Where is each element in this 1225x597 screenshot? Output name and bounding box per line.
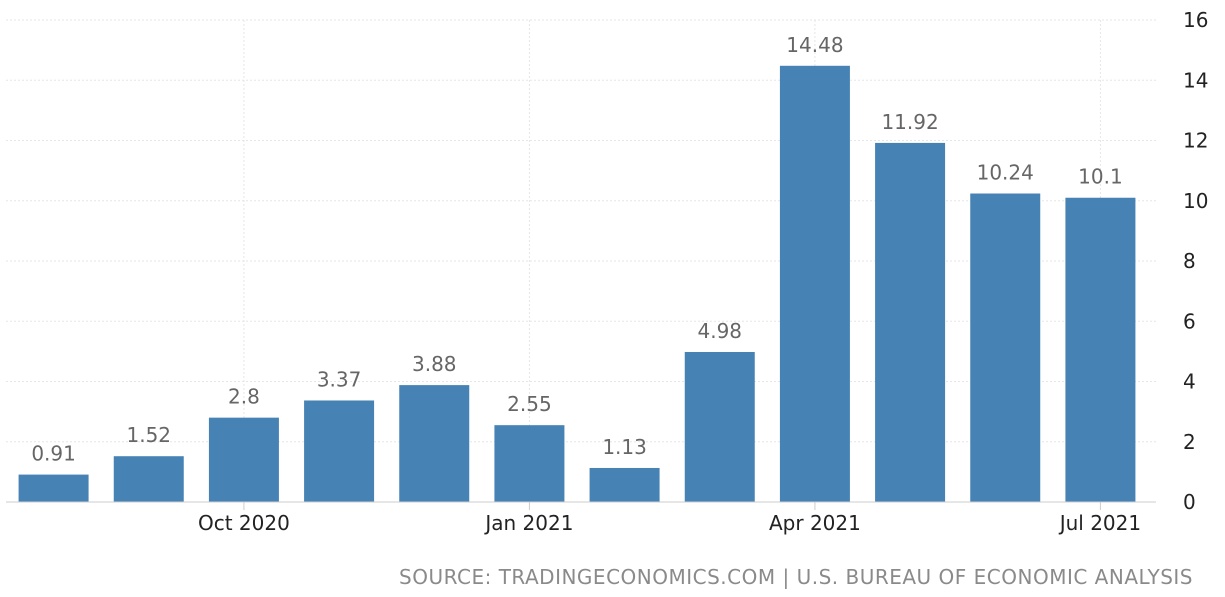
bar — [113, 456, 184, 502]
bar — [304, 400, 375, 502]
data-label: 4.98 — [697, 319, 742, 343]
x-tick-label: Apr 2021 — [769, 511, 861, 535]
data-label: 1.13 — [602, 435, 647, 459]
y-tick-label: 14 — [1183, 68, 1208, 92]
bar — [1065, 197, 1136, 503]
y-tick-label: 6 — [1183, 309, 1196, 333]
data-label: 1.52 — [126, 423, 171, 447]
bar — [494, 425, 565, 502]
y-axis-ticks: 0 2 4 6 8 10 12 14 16 — [1183, 8, 1208, 514]
data-labels: 0.91 1.52 2.8 3.37 3.88 2.55 1.13 4.98 14.48 11.9… — [31, 33, 1122, 466]
bar — [589, 467, 660, 502]
y-tick-label: 12 — [1183, 129, 1208, 153]
y-tick-label: 2 — [1183, 430, 1196, 454]
y-tick-label: 10 — [1183, 189, 1208, 213]
y-tick-label: 8 — [1183, 249, 1196, 273]
x-tick-label: Jan 2021 — [483, 511, 573, 535]
data-label: 3.88 — [412, 352, 457, 376]
x-axis-ticks: Oct 2020 Jan 2021 Apr 2021 Jul 2021 — [6, 501, 1156, 535]
y-tick-label: 4 — [1183, 370, 1196, 394]
bar — [970, 193, 1041, 502]
x-tick-label: Oct 2020 — [198, 511, 290, 535]
y-tick-label: 0 — [1183, 490, 1196, 514]
data-label: 2.55 — [507, 392, 552, 416]
bar — [18, 474, 89, 502]
bars — [18, 65, 1136, 503]
data-label: 11.92 — [881, 110, 938, 134]
y-tick-label: 16 — [1183, 8, 1208, 32]
bar — [399, 385, 470, 502]
bar — [779, 65, 850, 502]
data-label: 14.48 — [786, 33, 843, 57]
bar — [208, 417, 279, 502]
data-label: 10.1 — [1078, 165, 1123, 189]
x-tick-label: Jul 2021 — [1058, 511, 1141, 535]
data-label: 2.8 — [228, 385, 260, 409]
data-label: 3.37 — [317, 367, 362, 391]
source-caption: SOURCE: TRADINGECONOMICS.COM | U.S. BURE… — [399, 565, 1193, 589]
bar — [684, 351, 755, 502]
data-label: 0.91 — [31, 442, 76, 466]
data-label: 10.24 — [977, 161, 1034, 185]
bar — [875, 142, 946, 502]
